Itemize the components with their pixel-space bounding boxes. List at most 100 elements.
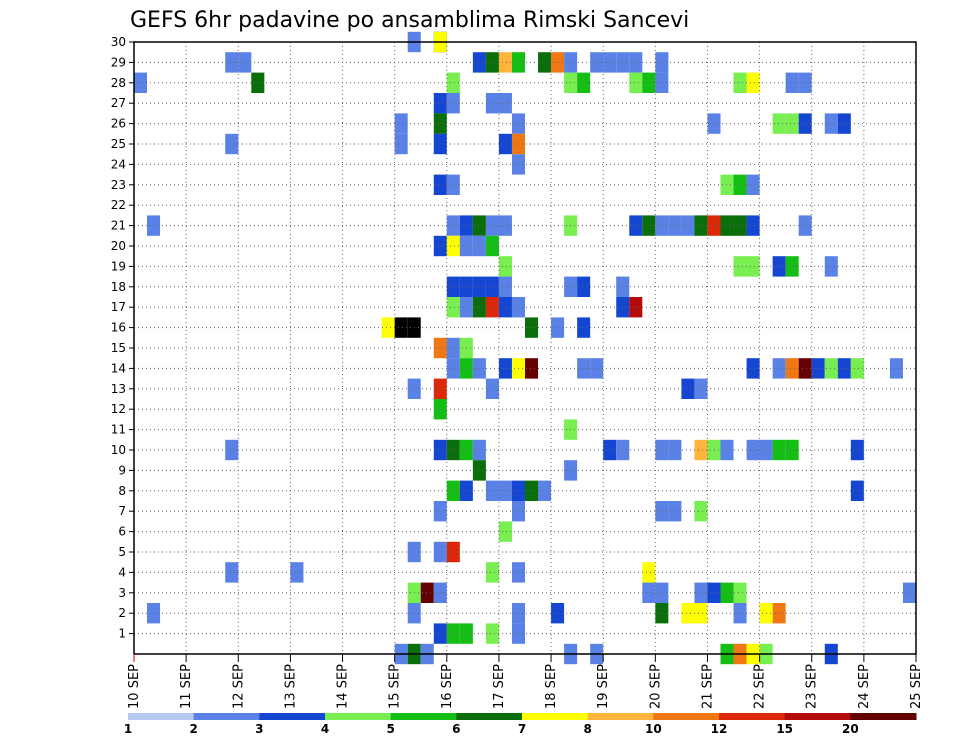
heatmap-cell xyxy=(603,52,617,73)
heatmap-cell xyxy=(134,72,148,93)
legend-swatch xyxy=(325,713,392,720)
legend-label: 2 xyxy=(189,722,197,736)
heatmap-cell xyxy=(772,603,786,624)
heatmap-cell xyxy=(446,337,460,359)
y-tick-label: 17 xyxy=(111,300,126,314)
x-tick-label: 16 SEP xyxy=(440,664,455,709)
heatmap-cell xyxy=(655,52,669,73)
heatmap-cell xyxy=(746,174,760,195)
heatmap-cell xyxy=(746,215,760,236)
heatmap-cell xyxy=(707,439,721,461)
heatmap-cell xyxy=(772,439,786,461)
heatmap-cell xyxy=(433,378,447,399)
heatmap-cell xyxy=(147,215,161,236)
heatmap-cell xyxy=(733,174,747,195)
heatmap-cell xyxy=(603,439,617,461)
legend-label: 12 xyxy=(711,722,728,736)
heatmap-cell xyxy=(629,52,643,73)
heatmap-cell xyxy=(433,439,447,461)
heatmap-cell xyxy=(694,215,708,236)
heatmap-cell xyxy=(655,582,669,603)
heatmap-cell xyxy=(472,460,486,481)
heatmap-cell xyxy=(525,358,539,379)
x-tick-label: 12 SEP xyxy=(231,664,246,709)
heatmap-cell xyxy=(498,52,512,73)
heatmap-cell xyxy=(642,562,656,583)
heatmap-cell xyxy=(485,378,499,399)
heatmap-cell xyxy=(225,439,239,461)
x-tick-label: 21 SEP xyxy=(700,664,715,709)
x-tick-label: 20 SEP xyxy=(648,664,663,709)
heatmap-cell xyxy=(733,215,747,236)
heatmap-cell xyxy=(577,358,591,379)
legend-swatch xyxy=(719,713,786,720)
heatmap-cell xyxy=(694,501,708,522)
x-tick-label: 11 SEP xyxy=(179,664,194,709)
heatmap-cell xyxy=(525,480,539,501)
y-tick-label: 4 xyxy=(118,565,126,579)
y-tick-label: 26 xyxy=(111,117,126,131)
heatmap-cell xyxy=(394,113,408,134)
heatmap-cell xyxy=(472,235,486,257)
x-tick-label: 24 SEP xyxy=(857,664,872,709)
heatmap-cell xyxy=(485,235,499,257)
y-axis-ticks: 1234567891011121314151617181920212223242… xyxy=(111,35,134,641)
heatmap-cell xyxy=(694,439,708,461)
y-tick-label: 21 xyxy=(111,219,126,233)
heatmap-cell xyxy=(681,378,695,399)
heatmap-cell xyxy=(472,358,486,379)
heatmap-cell xyxy=(746,72,760,93)
y-tick-label: 2 xyxy=(118,606,126,620)
heatmap-cell xyxy=(681,603,695,624)
y-tick-label: 15 xyxy=(111,341,126,355)
heatmap-cell xyxy=(420,582,434,603)
heatmap-cell xyxy=(433,133,447,155)
legend: 1 2 3 4 5 6 7 8 10 12 15 20 xyxy=(124,713,917,736)
heatmap-cell xyxy=(642,215,656,236)
heatmap-cell xyxy=(694,378,708,399)
heatmap-cell xyxy=(446,215,460,236)
legend-swatch xyxy=(456,713,523,720)
legend-swatch xyxy=(784,713,851,720)
heatmap-cell xyxy=(655,215,669,236)
heatmap-cell xyxy=(746,439,760,461)
x-tick-label: 25 SEP xyxy=(909,664,924,709)
heatmap-cell xyxy=(472,52,486,73)
y-tick-label: 30 xyxy=(111,35,126,49)
heatmap-cell xyxy=(720,174,734,195)
legend-swatch xyxy=(259,713,326,720)
heatmap-cell xyxy=(394,317,408,338)
y-tick-label: 29 xyxy=(111,55,126,69)
y-tick-label: 25 xyxy=(111,137,126,151)
heatmap-cell xyxy=(433,582,447,603)
legend-swatch xyxy=(850,713,917,720)
heatmap-cell xyxy=(720,439,734,461)
heatmap-cell xyxy=(225,133,239,155)
heatmap-cell xyxy=(433,113,447,134)
heatmap-cell xyxy=(446,72,460,93)
y-tick-label: 20 xyxy=(111,239,126,253)
y-tick-label: 16 xyxy=(111,321,126,335)
legend-label: 20 xyxy=(842,722,859,736)
x-tick-label: 19 SEP xyxy=(596,664,611,709)
y-tick-label: 14 xyxy=(111,361,126,375)
heatmap-cell xyxy=(733,582,747,603)
heatmap-cell xyxy=(772,358,786,379)
legend-swatch xyxy=(128,713,195,720)
heatmap-cell xyxy=(837,113,851,134)
heatmap-cell xyxy=(577,276,591,297)
heatmap-cell xyxy=(850,480,864,501)
y-tick-label: 5 xyxy=(118,545,126,559)
y-tick-label: 23 xyxy=(111,178,126,192)
x-tick-label: 10 SEP xyxy=(127,664,142,709)
heatmap-cell xyxy=(446,439,460,461)
heatmap-cell xyxy=(681,215,695,236)
heatmap-cell xyxy=(498,93,512,114)
heatmap-cell xyxy=(655,439,669,461)
heatmap-cell xyxy=(824,256,838,277)
heatmap-cell xyxy=(433,174,447,195)
heatmap-cell xyxy=(720,582,734,603)
heatmap-cell xyxy=(446,235,460,257)
heatmap-cell xyxy=(472,215,486,236)
heatmap-cell xyxy=(498,480,512,501)
